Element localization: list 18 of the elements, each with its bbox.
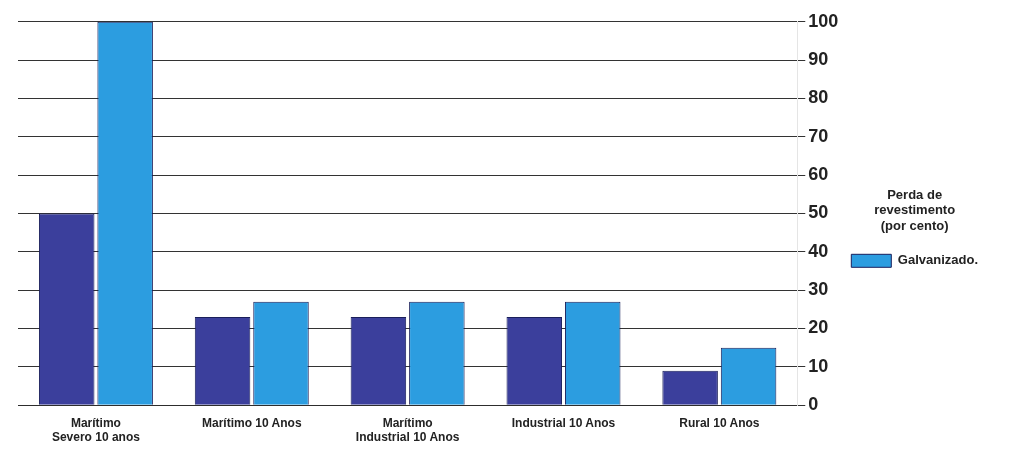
legend-label: Galvanizado. [897,252,979,268]
legend-title: Perda de revestimento (por cento) [874,186,956,233]
y-tick-label: 100 [808,10,839,31]
y-tick-label: 50 [808,202,829,223]
y-tick-label: 70 [808,125,829,146]
y-tick-label: 90 [808,49,829,70]
y-tick-label: 10 [808,355,829,376]
y-tick-label: 20 [808,317,829,338]
y-tick-label: 60 [808,164,829,185]
y-tick-label: 0 [808,394,819,415]
x-tick-label: Marítimo 10 Anos [201,415,302,430]
x-tick-label: Industrial 10 Anos [511,415,616,430]
x-tick-label: Marítimo Severo 10 anos [51,415,141,445]
x-tick-label: Marítimo Industrial 10 Anos [355,415,460,445]
y-tick-label: 30 [808,279,829,300]
y-tick-label: 40 [808,240,829,261]
y-tick-label: 80 [808,87,829,108]
x-tick-label: Rural 10 Anos [679,415,760,430]
